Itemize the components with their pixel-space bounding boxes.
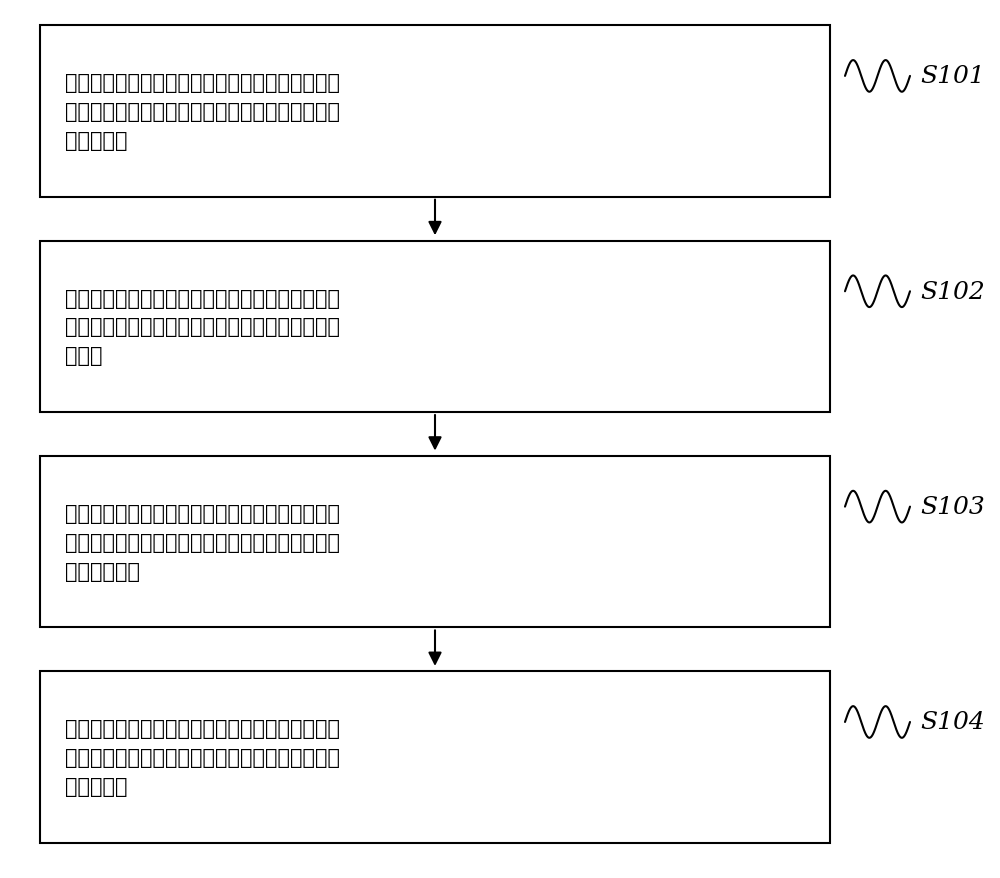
Bar [40,26,830,198]
Text: 当任意两个控制区域的扩展边界的间距小于合并临
界值时，则进行合并控制，将两个控制区域归类为
同一控制区域: 当任意两个控制区域的扩展边界的间距小于合并临 界值时，则进行合并控制，将两个控制… [65,503,340,581]
Bar [40,457,830,628]
Text: S104: S104 [920,710,985,734]
Text: 获取移动终端的行进信息，将行进信息与覆盖区域
内的地表网格坐标进行匹配，确定移动终端所对应
的网格位置: 获取移动终端的行进信息，将行进信息与覆盖区域 内的地表网格坐标进行匹配，确定移动… [65,73,340,151]
Text: S102: S102 [920,280,985,304]
Text: S101: S101 [920,65,985,89]
Bar [40,241,830,413]
Text: S103: S103 [920,495,985,519]
Text: 将覆盖区域内的移动终端划分不同的集群，获取集
群的边界网格，根据边界网格进行区域扩展形成控
制区域: 将覆盖区域内的移动终端划分不同的集群，获取集 群的边界网格，根据边界网格进行区域… [65,288,340,366]
Text: 获取每个控制区域内的有效驻留人数，当有效驻留
人数大于阈值时，将控制区域所对应的灯光系统进
行场景切换: 获取每个控制区域内的有效驻留人数，当有效驻留 人数大于阈值时，将控制区域所对应的… [65,718,340,796]
Bar [40,672,830,843]
